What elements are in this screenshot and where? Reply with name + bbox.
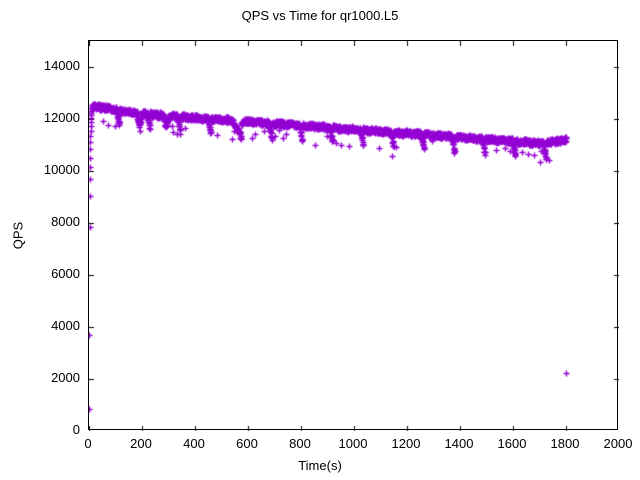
y-tick-label: 12000 [43,110,80,125]
x-tick-label: 0 [84,436,92,451]
y-tick-label: 14000 [43,58,80,73]
y-tick-label: 2000 [51,370,80,385]
chart-title: QPS vs Time for qr1000.L5 [241,8,399,23]
x-tick-label: 600 [236,436,258,451]
x-axis-title: Time(s) [298,458,342,473]
x-tick-label: 1600 [497,436,527,451]
x-tick-label: 2000 [603,436,633,451]
x-tick-label: 200 [130,436,152,451]
x-tick-label: 800 [289,436,311,451]
y-tick-label: 10000 [43,162,80,177]
x-tick-label: 1800 [550,436,580,451]
x-tick-label: 400 [183,436,205,451]
plot-area [88,40,619,431]
x-tick-label: 1400 [444,436,474,451]
x-tick-label: 1000 [338,436,368,451]
y-tick-label: 6000 [51,266,80,281]
x-tick-label: 1200 [391,436,421,451]
y-tick-label: 8000 [51,214,80,229]
y-tick-label: 4000 [51,318,80,333]
y-tick-label: 0 [72,422,80,437]
scatter-canvas [89,41,619,431]
